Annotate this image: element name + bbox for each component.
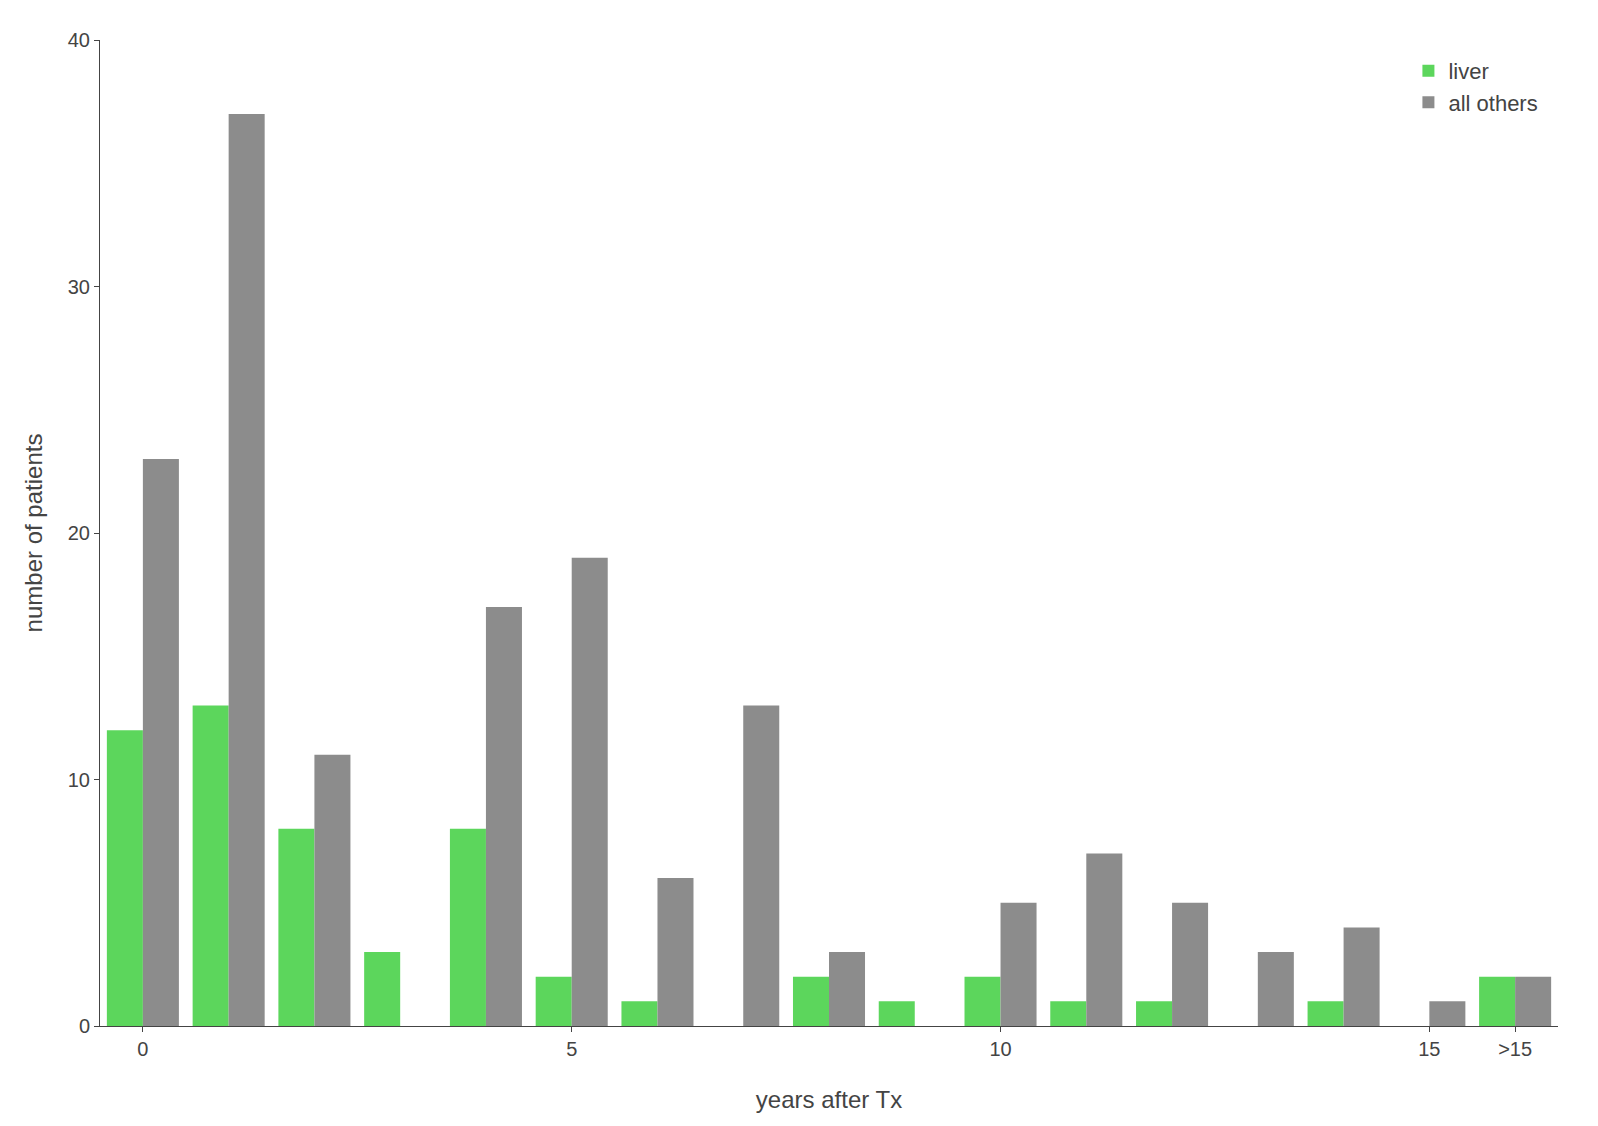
svg-text:5: 5 [566,1038,577,1060]
svg-text:0: 0 [79,1015,90,1037]
svg-text:10: 10 [989,1038,1011,1060]
svg-text:all others: all others [1448,91,1537,116]
svg-text:liver: liver [1448,59,1488,84]
svg-text:0: 0 [137,1038,148,1060]
svg-text:number of patients: number of patients [20,434,47,633]
svg-text:30: 30 [68,276,90,298]
svg-text:40: 40 [68,29,90,51]
svg-text:10: 10 [68,769,90,791]
svg-text:years after Tx: years after Tx [756,1086,902,1113]
svg-text:20: 20 [68,522,90,544]
svg-text:>15: >15 [1498,1038,1532,1060]
svg-text:15: 15 [1418,1038,1440,1060]
